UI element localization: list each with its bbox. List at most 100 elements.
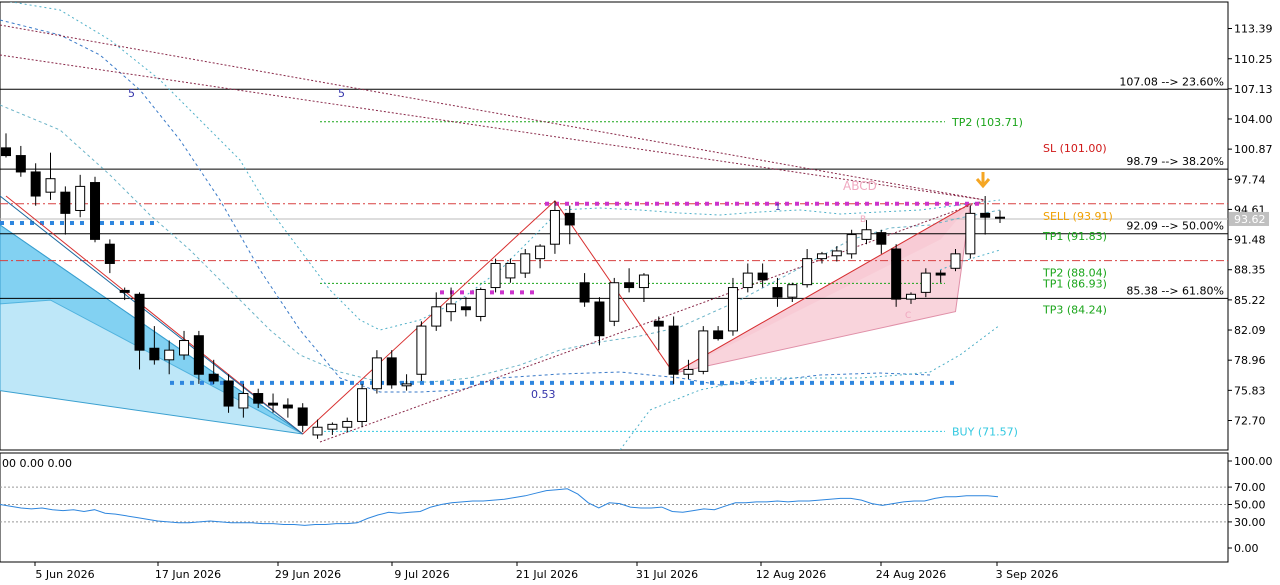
candle-body	[920, 272, 931, 293]
oscillator-tick-label: 100.00	[1234, 455, 1273, 468]
candle-body	[223, 380, 234, 407]
candle-body	[609, 282, 620, 322]
oscillator-tick-label: 30.00	[1234, 516, 1266, 529]
candle-body	[45, 178, 56, 193]
candle-body	[564, 212, 575, 226]
candle-body	[1, 147, 11, 157]
time-tick-label: 24 Aug 2026	[876, 568, 946, 581]
candle-body	[401, 383, 412, 387]
fib-ratio-label: 0.53	[531, 388, 556, 401]
candle-body	[134, 293, 145, 351]
candle-body	[594, 301, 605, 337]
candle-body	[446, 303, 457, 313]
trendline-lower	[319, 199, 986, 443]
price-tick-label: 113.39	[1234, 23, 1273, 36]
candle-body	[935, 272, 946, 276]
price-tick-label: 72.70	[1234, 415, 1266, 428]
time-tick-label: 12 Aug 2026	[756, 568, 826, 581]
candle-body	[193, 335, 204, 375]
candle-body	[431, 306, 442, 327]
sell-arrow-icon	[975, 172, 991, 189]
candle-body	[90, 182, 101, 240]
price-tick-label: 82.09	[1234, 324, 1266, 337]
point-1-label: 1	[775, 203, 781, 213]
candle-body	[357, 388, 368, 422]
time-tick-label: 31 Jul 2026	[636, 568, 698, 581]
price-tick-label: 78.96	[1234, 354, 1266, 367]
fib-level-label: 98.79 --> 38.20%	[1126, 155, 1224, 168]
oscillator-tick-label: 70.00	[1234, 481, 1266, 494]
candle-body	[831, 250, 842, 257]
candle-body	[683, 368, 694, 375]
band-lower	[0, 19, 931, 393]
candle-body	[772, 287, 783, 298]
price-tick-label: 100.87	[1234, 143, 1273, 156]
oscillator-header: 00 0.00 0.00	[2, 457, 72, 470]
candle-body	[15, 155, 26, 173]
trade-level-label: TP2 (103.71)	[951, 116, 1023, 129]
price-tick-label: 110.25	[1234, 53, 1273, 66]
candle-body	[30, 171, 41, 197]
candle-body	[327, 423, 338, 430]
candle-body	[846, 234, 857, 255]
time-tick-label: 5 Jun 2026	[35, 568, 94, 581]
price-tick-label: 88.35	[1234, 264, 1266, 277]
candle-body	[905, 293, 916, 300]
candle-body	[149, 347, 160, 361]
candle-body	[490, 262, 501, 289]
candle-body	[579, 282, 590, 303]
candle-body	[268, 402, 279, 406]
oscillator-tick-label: 50.00	[1234, 499, 1266, 512]
fib-level-label: 107.08 --> 23.60%	[1119, 75, 1224, 88]
oscillator-frame	[0, 452, 1229, 563]
trendline-mid	[0, 54, 986, 201]
candle-body	[861, 229, 872, 240]
candle-body	[638, 274, 649, 289]
price-tick-label: 75.83	[1234, 384, 1266, 397]
candle-body	[520, 253, 531, 274]
candle-body	[60, 191, 71, 214]
candle-body	[757, 272, 768, 281]
band-middle	[0, 104, 1001, 383]
time-tick-label: 29 Jun 2026	[275, 568, 341, 581]
oscillator-series-line	[0, 488, 999, 526]
candle-body	[742, 272, 753, 289]
point-c-label: C	[905, 311, 911, 321]
fib-level-label: 92.09 --> 50.00%	[1126, 220, 1224, 233]
candle-body	[238, 393, 249, 409]
candle-body	[727, 287, 738, 332]
price-tick-label: 104.00	[1234, 113, 1273, 126]
candle-body	[386, 357, 397, 386]
band-lower-right	[619, 324, 1001, 450]
time-tick-label: 9 Jul 2026	[394, 568, 449, 581]
trendline-upper	[0, 24, 986, 201]
candle-body	[371, 357, 382, 390]
candle-body	[653, 320, 664, 327]
price-tick-label: 91.48	[1234, 234, 1266, 247]
price-tick-label: 97.74	[1234, 173, 1266, 186]
candle-body	[950, 253, 961, 269]
candle-body	[668, 325, 679, 375]
candle-body	[549, 209, 560, 245]
candle-body	[179, 340, 190, 356]
trade-level-label: SELL (93.91)	[1043, 210, 1113, 223]
trade-level-label: TP1 (86.93)	[1042, 277, 1107, 290]
candle-body	[253, 393, 264, 404]
trade-level-label: SL (101.00)	[1043, 142, 1107, 155]
harmonic-leg	[0, 195, 304, 435]
candle-body	[713, 330, 724, 340]
candle-body	[475, 288, 486, 317]
candle-body	[312, 426, 323, 436]
candle-body	[876, 232, 887, 245]
candle-body	[980, 212, 991, 218]
time-tick-label: 21 Jul 2026	[516, 568, 578, 581]
candle-body	[995, 216, 1005, 219]
fib-level-label: 85.38 --> 61.80%	[1126, 284, 1224, 297]
harmonic-pattern-blue-lower	[0, 224, 304, 435]
candle-body	[119, 289, 130, 293]
oscillator-tick-label: 0.00	[1234, 542, 1259, 555]
candle-body	[802, 258, 813, 286]
candle-body	[282, 404, 293, 409]
price-tick-label: 107.13	[1234, 83, 1273, 96]
